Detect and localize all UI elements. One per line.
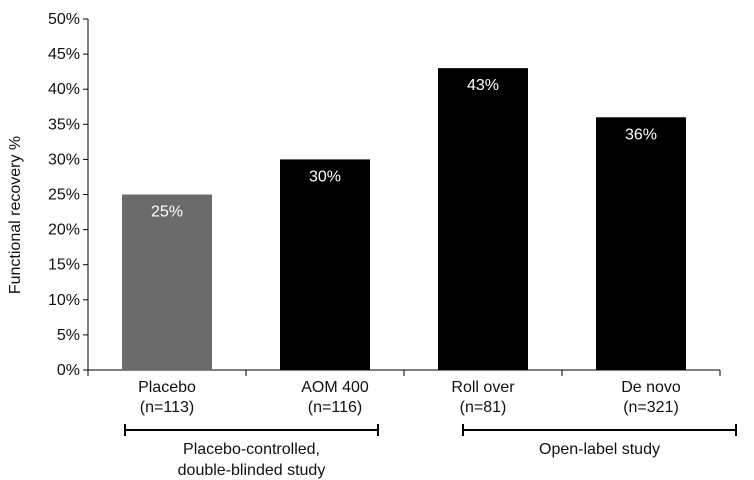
y-tick-label: 45% — [48, 46, 80, 63]
bar — [596, 117, 686, 370]
group-label: Placebo-controlled, — [183, 441, 320, 458]
y-tick-label: 35% — [48, 116, 80, 133]
bar-value-label: 30% — [309, 168, 341, 185]
bar — [122, 194, 212, 370]
group-label: Open-label study — [539, 441, 660, 458]
y-tick-label: 50% — [48, 11, 80, 28]
bar-value-label: 25% — [151, 204, 183, 221]
y-tick-label: 15% — [48, 257, 80, 274]
y-axis: 0% 5% 10% 15% 20% 25% 30% 35% 40% 45% 50% — [48, 11, 89, 379]
x-category-sample-size: (n=81) — [460, 399, 507, 416]
y-tick-label: 20% — [48, 222, 80, 239]
y-tick-label: 40% — [48, 81, 80, 98]
y-tick-label: 25% — [48, 187, 80, 204]
study-group-brackets: Placebo-controlled, double-blinded study O… — [124, 424, 737, 479]
bar — [438, 68, 528, 370]
bar — [280, 159, 370, 370]
y-axis-label: Functional recovery % — [7, 136, 24, 294]
x-category-label: Roll over — [451, 379, 515, 396]
x-axis: Placebo (n=113) AOM 400 (n=116) Roll over (n=… — [87, 369, 721, 416]
y-tick-label: 5% — [57, 327, 80, 344]
x-category-label: De novo — [621, 379, 681, 396]
y-tick-label: 0% — [57, 362, 80, 379]
group-label: double-blinded study — [178, 462, 326, 479]
bar-value-label: 43% — [467, 77, 499, 94]
bars: 25% 30% 43% 36% — [122, 68, 686, 370]
x-category-sample-size: (n=116) — [308, 399, 362, 416]
x-category-sample-size: (n=113) — [140, 399, 194, 416]
x-category-label: AOM 400 — [301, 379, 369, 396]
x-category-label: Placebo — [138, 379, 196, 396]
y-tick-label: 30% — [48, 151, 80, 168]
bar-value-label: 36% — [625, 126, 657, 143]
y-tick-label: 10% — [48, 292, 80, 309]
x-category-sample-size: (n=321) — [623, 399, 679, 416]
